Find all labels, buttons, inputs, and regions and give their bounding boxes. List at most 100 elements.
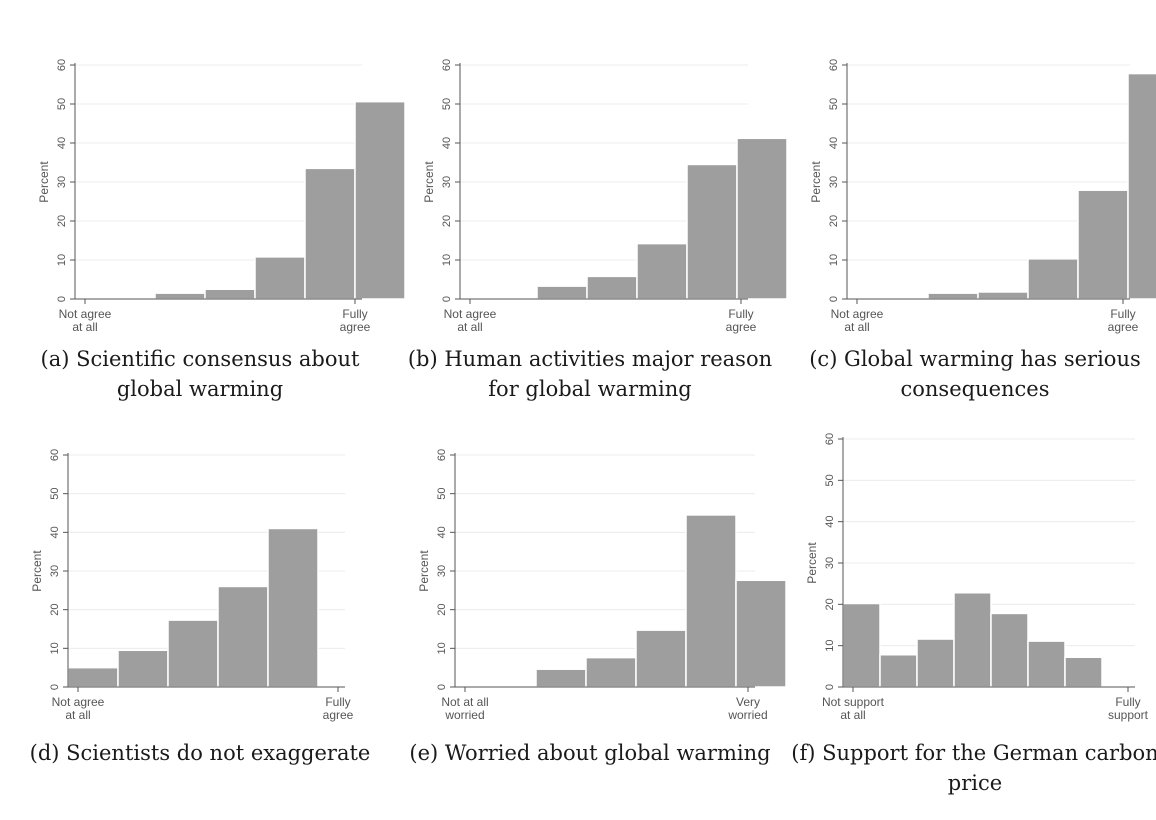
x-tick-label-right: Fully agree <box>323 695 354 722</box>
y-tick-label: 0 <box>828 296 840 302</box>
y-tick-label: 50 <box>824 474 836 486</box>
panel-caption: (b) Human activities major reason for gl… <box>407 347 773 401</box>
panel-caption: (a) Scientific consensus about global wa… <box>40 347 360 401</box>
histogram-bar <box>1027 258 1079 300</box>
x-tick-label-left: Not agree at all <box>444 307 497 334</box>
y-tick-label: 20 <box>56 215 68 227</box>
chart-panel-f: 0 10 20 30 40 50 60 Percent Not support at all Ful… <box>785 410 1156 800</box>
chart-panel-c: 0 10 20 30 40 50 60 Percent Not agree at all Fully… <box>785 20 1156 410</box>
x-tick-label-left: Not agree at all <box>831 307 884 334</box>
histogram-bar <box>635 629 687 688</box>
histogram-bar <box>267 527 319 688</box>
panel-caption: (c) Global warming has serious consequen… <box>809 347 1141 401</box>
histogram-bar <box>254 256 306 300</box>
histogram-bar <box>1077 189 1129 300</box>
y-tick-label: 60 <box>441 59 453 71</box>
chart-panel-b: 0 10 20 30 40 50 60 Percent Not agree at all Fully… <box>400 20 788 410</box>
x-tick-label-right: Fully agree <box>1108 307 1139 334</box>
y-tick-label: 50 <box>441 98 453 110</box>
x-tick-label-right: Very worried <box>727 695 767 722</box>
y-tick-label: 60 <box>828 59 840 71</box>
y-tick-label: 30 <box>436 565 448 577</box>
y-tick-label: 10 <box>56 254 68 266</box>
y-tick-label: 20 <box>441 215 453 227</box>
histogram-bar <box>735 579 787 688</box>
y-tick-label: 30 <box>824 557 836 569</box>
chart-svg: 0 10 20 30 40 50 60 Percent Not agree at all Fully… <box>809 59 1156 334</box>
y-tick-label: 0 <box>441 296 453 302</box>
chart-svg: 0 10 20 30 40 50 60 Percent Not support at all Ful… <box>805 433 1149 722</box>
histogram-bar <box>927 292 979 300</box>
histogram-bar <box>354 100 406 300</box>
y-tick-label: 10 <box>436 642 448 654</box>
x-tick-label-left: Not agree at all <box>59 307 112 334</box>
histogram-bar <box>736 137 788 300</box>
y-tick-label: 10 <box>824 640 836 652</box>
x-tick-label-left: Not agree at all <box>52 695 105 722</box>
x-tick-label-right: Fully agree <box>340 307 371 334</box>
y-tick-label: 40 <box>56 137 68 149</box>
y-axis-title: Percent <box>809 161 823 203</box>
x-tick-label-left: Not at all worried <box>441 695 488 722</box>
x-tick-label-right: Fully agree <box>726 307 757 334</box>
y-tick-label: 40 <box>441 137 453 149</box>
histogram-bar <box>636 242 688 300</box>
histogram-bar <box>953 592 992 688</box>
histogram-bar <box>1064 656 1103 688</box>
y-tick-label: 30 <box>441 176 453 188</box>
y-tick-label: 40 <box>824 516 836 528</box>
histogram-bar <box>217 585 269 688</box>
histogram-bar <box>586 275 638 300</box>
chart-panel-d: 0 10 20 30 40 50 60 Percent Not agree at all Fully… <box>10 430 390 820</box>
panel-caption: (e) Worried about global warming <box>409 741 771 765</box>
y-tick-label: 50 <box>828 98 840 110</box>
y-tick-label: 60 <box>56 59 68 71</box>
y-tick-label: 60 <box>49 449 61 461</box>
y-tick-label: 20 <box>49 604 61 616</box>
y-axis-title: Percent <box>37 161 51 203</box>
y-tick-label: 20 <box>824 598 836 610</box>
histogram-bar <box>167 619 219 688</box>
chart-svg: 0 10 20 30 40 50 60 Percent Not at all worried Ver… <box>417 449 787 722</box>
histogram-bar <box>536 285 588 300</box>
y-axis-title: Percent <box>805 542 819 584</box>
histogram-bar <box>67 666 119 688</box>
y-tick-label: 10 <box>828 254 840 266</box>
y-tick-label: 40 <box>49 526 61 538</box>
histogram-bar <box>990 612 1029 688</box>
y-tick-label: 50 <box>56 98 68 110</box>
x-tick-label-left: Not support at all <box>822 695 885 722</box>
y-axis-title: Percent <box>30 550 44 592</box>
y-tick-label: 0 <box>56 296 68 302</box>
histogram-bar <box>842 602 881 688</box>
y-tick-label: 30 <box>49 565 61 577</box>
y-tick-label: 0 <box>49 684 61 690</box>
histogram-bar <box>117 649 169 688</box>
y-tick-label: 60 <box>824 433 836 445</box>
y-axis-title: Percent <box>422 161 436 203</box>
histogram-bar <box>977 291 1029 300</box>
histogram-bar <box>686 163 738 300</box>
panel-caption: (f) Support for the German carbon price <box>791 741 1156 795</box>
histogram-bar <box>204 288 256 300</box>
chart-panel-a: 0 10 20 30 40 50 60 Percent Not agree at all Fully… <box>10 20 406 410</box>
histogram-bar <box>535 668 587 688</box>
y-tick-label: 20 <box>828 215 840 227</box>
histogram-bar <box>304 167 356 300</box>
y-tick-label: 10 <box>49 642 61 654</box>
chart-svg: 0 10 20 30 40 50 60 Percent Not agree at all Fully… <box>30 449 354 722</box>
y-tick-label: 30 <box>828 176 840 188</box>
y-tick-label: 0 <box>436 684 448 690</box>
y-tick-label: 60 <box>436 449 448 461</box>
histogram-bar <box>916 638 955 688</box>
histogram-bar <box>1027 640 1066 688</box>
histogram-bar <box>879 654 918 688</box>
y-axis-title: Percent <box>417 550 431 592</box>
y-tick-label: 40 <box>828 137 840 149</box>
y-tick-label: 50 <box>49 488 61 500</box>
histogram-bar <box>1127 72 1156 300</box>
panel-caption: (d) Scientists do not exaggerate <box>29 741 371 765</box>
y-tick-label: 20 <box>436 604 448 616</box>
histogram-bar <box>685 514 737 688</box>
y-tick-label: 30 <box>56 176 68 188</box>
